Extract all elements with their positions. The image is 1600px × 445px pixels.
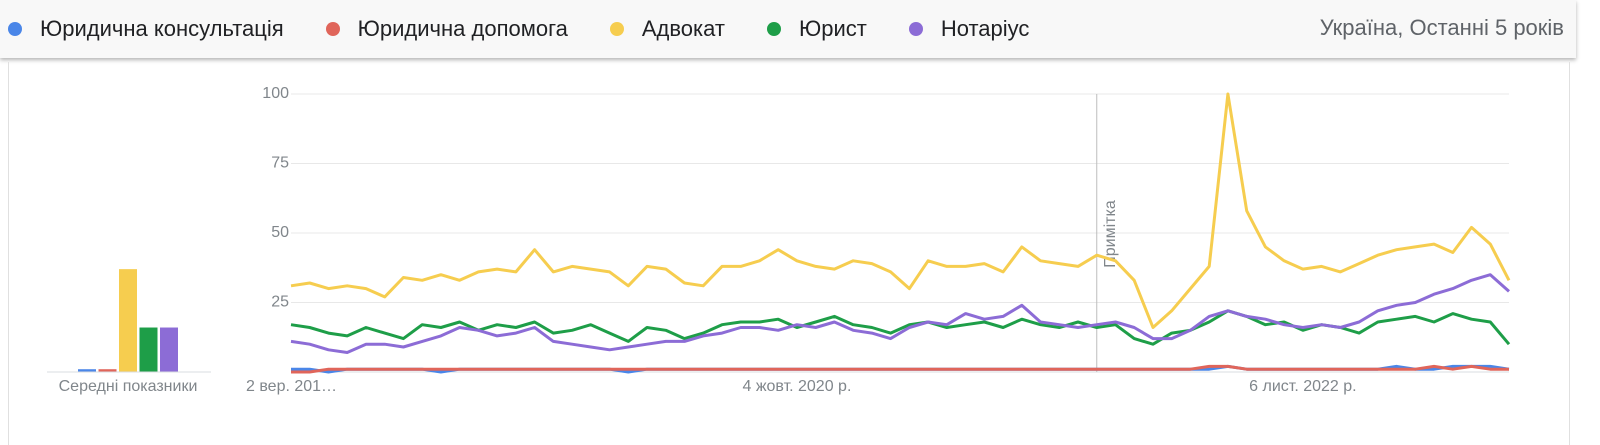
series-line [290, 309, 1511, 346]
legend-dot [766, 22, 781, 36]
legend-label: Нотаріус [940, 16, 1030, 41]
average-bar [78, 369, 96, 372]
legend-item[interactable]: Адвокат [609, 16, 725, 42]
y-tick-label: 75 [271, 155, 289, 172]
region-label[interactable]: Україна, Останні 5 років [1319, 15, 1564, 40]
legend-item[interactable]: Нотаріус [908, 16, 1030, 42]
legend-item[interactable]: Юрист [766, 16, 867, 42]
average-bar [160, 327, 178, 372]
legend-label: Адвокат [641, 16, 725, 41]
y-tick-label: 25 [271, 294, 289, 311]
legend-item[interactable]: Юридична консультація [8, 16, 284, 42]
legend-bar: Юридична консультація Юридична допомога Ад… [0, 0, 1576, 58]
series-line [291, 364, 1509, 374]
x-tick-label: 2 вер. 201… [246, 378, 337, 395]
legend-dot [8, 22, 22, 36]
legend-dot [908, 22, 923, 36]
legend-label: Юрист [798, 16, 867, 41]
x-tick-label: 4 жовт. 2020 р. [742, 378, 851, 395]
legend-label: Юридична консультація [40, 16, 284, 41]
x-tick-label: 6 лист. 2022 р. [1249, 378, 1356, 395]
legend-dot [609, 22, 624, 36]
y-tick-label: 50 [271, 224, 289, 241]
legend-label: Юридична допомога [357, 16, 568, 41]
chart-card: 25 50 75 100 2 вер. 201… 4 жовт. 2020 р. 6 лис… [8, 62, 1570, 445]
average-bar [98, 369, 117, 372]
average-bar [139, 327, 158, 372]
average-bar [119, 269, 137, 372]
series-line [290, 273, 1510, 354]
series-line [290, 92, 1511, 329]
legend-item[interactable]: Юридична допомога [325, 16, 568, 42]
y-tick-label: 100 [262, 85, 289, 102]
chart: 25 50 75 100 2 вер. 201… 4 жовт. 2020 р. 6 лис… [47, 85, 1511, 395]
average-label: Середні показники [59, 378, 198, 395]
legend-dot [325, 22, 340, 36]
annotation-label: Примітка [1102, 200, 1119, 268]
